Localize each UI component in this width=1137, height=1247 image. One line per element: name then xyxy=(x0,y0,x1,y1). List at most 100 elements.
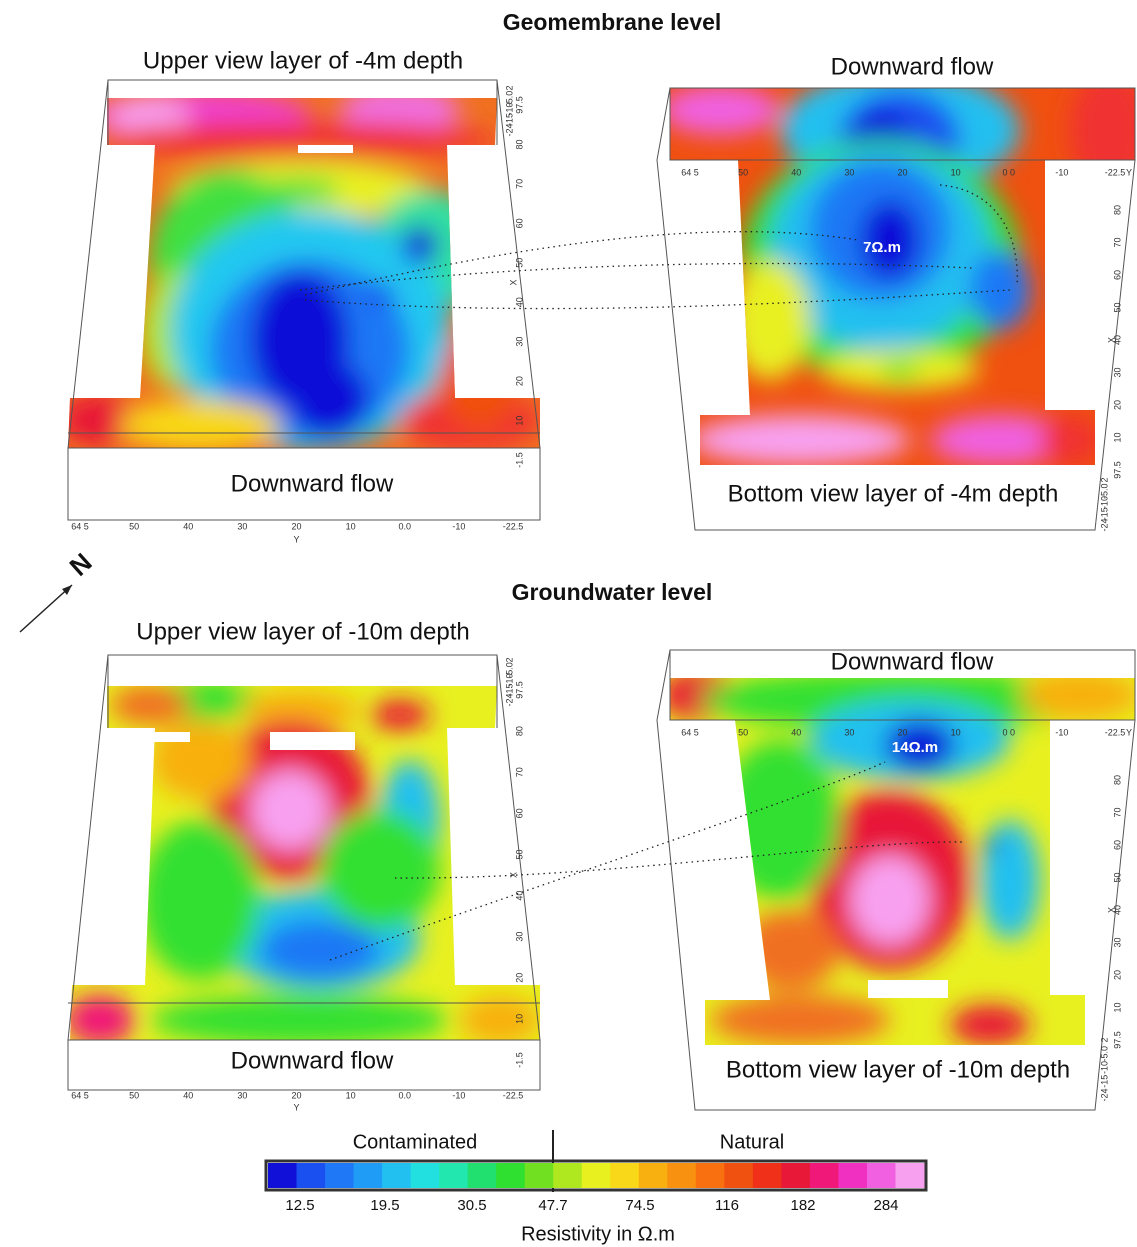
colorbar-swatch xyxy=(439,1163,468,1188)
resistivity-zone xyxy=(365,283,395,307)
resistivity-zone xyxy=(690,415,910,465)
resistivity-zone xyxy=(850,855,930,945)
z-tick-label: 2 xyxy=(1099,1037,1109,1042)
compass: N xyxy=(20,547,98,632)
y-tick-label: -10 xyxy=(452,521,465,531)
x-tick-label: -1.5 xyxy=(514,1052,524,1068)
y-tick-label: 30 xyxy=(237,1090,247,1100)
resistivity-zone xyxy=(950,1005,1030,1045)
resistivity-zone xyxy=(1040,415,1100,465)
x-tick-label: 60 xyxy=(514,808,524,818)
z-tick-label: -15 xyxy=(1099,1075,1109,1088)
resistivity-zone xyxy=(660,85,780,135)
colorbar-swatch xyxy=(667,1163,696,1188)
panel-bottom-label: Bottom view layer of -4m depth xyxy=(728,480,1059,507)
x-tick-label: 20 xyxy=(1112,970,1122,980)
resistivity-zone xyxy=(250,770,330,850)
colorbar-right-label: Natural xyxy=(720,1131,784,1153)
y-tick-label: -22.5 xyxy=(1105,727,1126,737)
z-tick-label: -24 xyxy=(1099,1088,1109,1101)
y-tick-label: 0.0 xyxy=(398,521,411,531)
no-data-area xyxy=(150,732,190,742)
no-data-area xyxy=(270,732,355,750)
y-tick-label: 50 xyxy=(738,727,748,737)
z-tick-label: 2 xyxy=(1099,477,1109,482)
x-tick-label: 50 xyxy=(514,849,524,859)
y-tick-label: 40 xyxy=(791,167,801,177)
x-axis-name: X xyxy=(1106,337,1116,343)
resistivity-annotation: 7Ω.m xyxy=(863,239,901,256)
resistivity-zone xyxy=(370,700,430,730)
resistivity-zone xyxy=(880,362,920,378)
colorbar-swatch xyxy=(582,1163,611,1188)
colorbar-tick-label: 19.5 xyxy=(370,1197,399,1214)
y-tick-label: 64 5 xyxy=(681,727,699,737)
y-axis-name: Y xyxy=(293,1102,299,1112)
z-tick-label: -5.0 xyxy=(1099,1046,1109,1062)
resistivity-zone xyxy=(260,920,380,980)
y-tick-label: 10 xyxy=(951,727,961,737)
x-tick-label: 80 xyxy=(514,726,524,736)
x-tick-label: 30 xyxy=(514,337,524,347)
y-tick-label: -22.5 xyxy=(503,521,524,531)
z-tick-label: -5.0 xyxy=(1099,483,1109,499)
y-tick-label: 10 xyxy=(346,521,356,531)
colorbar-swatch xyxy=(867,1163,896,1188)
z-tick-label: 2 xyxy=(504,85,514,90)
y-axis-name: Y xyxy=(293,534,299,544)
y-axis-name: Y xyxy=(1126,727,1132,737)
colorbar-swatch xyxy=(639,1163,668,1188)
colorbar-swatch xyxy=(753,1163,782,1188)
colorbar-swatch xyxy=(781,1163,810,1188)
x-tick-label: 80 xyxy=(514,139,524,149)
section-title: Groundwater level xyxy=(512,579,713,605)
x-tick-label: 60 xyxy=(1112,840,1122,850)
resistivity-zone xyxy=(730,260,810,380)
colorbar-swatch xyxy=(354,1163,383,1188)
colorbar-tick-label: 74.5 xyxy=(625,1197,654,1214)
colorbar-tick-label: 284 xyxy=(873,1197,898,1214)
x-axis-name: X xyxy=(1106,907,1116,913)
y-tick-label: 30 xyxy=(237,521,247,531)
y-tick-label: 30 xyxy=(844,167,854,177)
y-tick-label: -10 xyxy=(1055,167,1068,177)
resistivity-zone xyxy=(402,227,438,263)
y-tick-label: 0 0 xyxy=(1002,167,1015,177)
compass-label: N xyxy=(64,547,98,582)
y-tick-label: 64 5 xyxy=(681,167,699,177)
x-tick-label: 20 xyxy=(514,973,524,983)
no-data-area xyxy=(298,145,353,153)
panel-bottom-label: Downward flow xyxy=(231,470,394,497)
colorbar-tick-label: 182 xyxy=(790,1197,815,1214)
x-tick-label: 97.5 xyxy=(514,681,524,699)
y-tick-label: -22.5 xyxy=(1105,167,1126,177)
y-tick-label: 20 xyxy=(897,727,907,737)
no-data-area xyxy=(868,980,948,998)
resistivity-zone xyxy=(320,810,440,930)
z-tick-label: -10 xyxy=(1099,1061,1109,1074)
x-tick-label: 30 xyxy=(514,932,524,942)
y-tick-label: 20 xyxy=(291,1090,301,1100)
resistivity-zone xyxy=(970,250,1030,330)
y-tick-label: 64 5 xyxy=(71,521,89,531)
colorbar-swatch xyxy=(610,1163,639,1188)
colorbar-swatch xyxy=(382,1163,411,1188)
figure: Geomembrane level Groundwater level N Up… xyxy=(0,0,1137,1247)
x-tick-label: 20 xyxy=(1112,400,1122,410)
x-tick-label: 30 xyxy=(1112,367,1122,377)
panel-top-label: Upper view layer of -10m depth xyxy=(136,618,470,645)
x-tick-label: 50 xyxy=(514,258,524,268)
resistivity-zone xyxy=(120,400,280,450)
colorbar: Contaminated Natural Resistivity in Ω.m … xyxy=(266,1130,926,1245)
colorbar-left-label: Contaminated xyxy=(353,1131,478,1153)
y-tick-label: 20 xyxy=(291,521,301,531)
y-tick-label: 64 5 xyxy=(71,1090,89,1100)
x-tick-label: 70 xyxy=(514,767,524,777)
colorbar-swatch xyxy=(325,1163,354,1188)
z-tick-label: 2 xyxy=(504,657,514,662)
resistivity-zone xyxy=(140,820,260,980)
x-tick-label: 50 xyxy=(1112,872,1122,882)
colorbar-swatch xyxy=(268,1163,297,1188)
map-shading xyxy=(60,85,540,450)
panel-top-label: Upper view layer of -4m depth xyxy=(143,47,463,74)
